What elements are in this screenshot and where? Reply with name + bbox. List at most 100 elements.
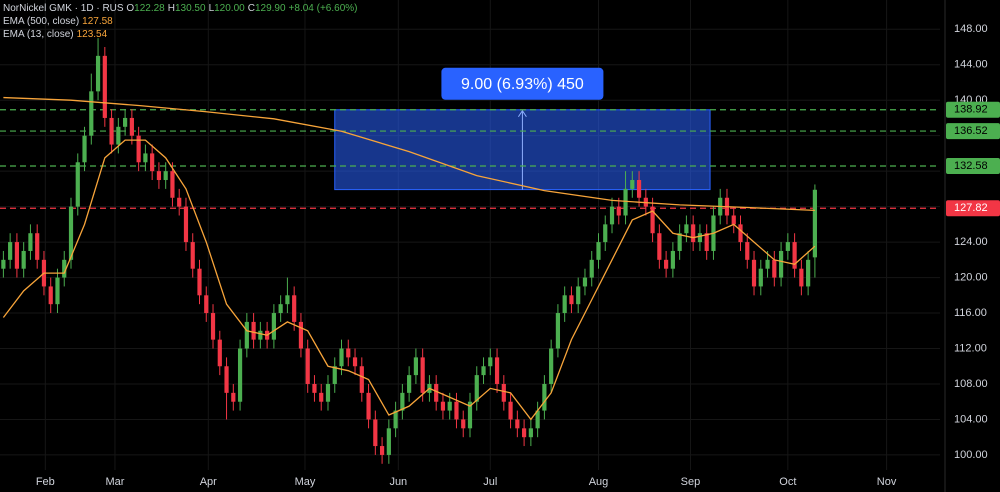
indicator-name: EMA (13, close)	[3, 29, 74, 40]
candle-body	[1, 259, 6, 269]
indicator-name: EMA (500, close)	[3, 16, 80, 27]
candle-body	[636, 180, 642, 198]
candle-body	[420, 357, 425, 393]
candle-body	[332, 366, 337, 384]
candle-body	[116, 126, 121, 145]
candle-body	[785, 242, 790, 251]
price-label: 127.82	[954, 202, 988, 214]
candle-body	[603, 224, 608, 243]
candle-body	[386, 428, 391, 455]
candle-body	[129, 117, 134, 136]
candle-body	[522, 428, 527, 438]
ema-line	[2, 139, 816, 421]
candle-body	[285, 295, 290, 305]
candle-body	[704, 233, 709, 251]
header-key: O	[126, 3, 135, 14]
header-value: 120.00	[214, 3, 245, 14]
header-key: L	[208, 3, 215, 14]
candle-body	[136, 135, 141, 163]
candle-body	[434, 383, 439, 402]
candle-body	[177, 197, 182, 207]
header-key: C	[247, 3, 255, 14]
candle-body	[183, 206, 189, 243]
candle-body	[562, 295, 567, 314]
candle-body	[664, 259, 669, 269]
x-tick-label: Oct	[779, 476, 796, 488]
header-values: O122.28 H130.50 L120.00 C129.90 +8.04 (+6.60…	[126, 3, 360, 14]
y-tick-label: 116.00	[954, 307, 987, 319]
candle-body	[14, 242, 20, 269]
candle-body	[508, 401, 513, 420]
candle-body	[454, 401, 459, 420]
candle-body	[650, 206, 655, 234]
candle-body	[95, 55, 101, 92]
candle-body	[258, 330, 263, 340]
candle-body	[28, 233, 33, 251]
candle-body	[697, 233, 703, 243]
candle-body	[319, 392, 324, 402]
candle-body	[569, 295, 574, 305]
candle-body	[163, 171, 168, 181]
candle-body	[366, 392, 371, 420]
candle-body	[305, 348, 310, 384]
candle-body	[400, 392, 405, 411]
indicator-row: EMA (500, close) 127.58	[3, 15, 360, 28]
candle-body	[413, 357, 418, 376]
candle-body	[150, 153, 155, 172]
y-tick-label: 124.00	[954, 236, 988, 248]
candle-body	[684, 224, 689, 234]
candle-body	[75, 162, 80, 207]
x-tick-label: Nov	[877, 476, 897, 488]
candle-body	[21, 250, 26, 269]
candle-body	[244, 321, 249, 349]
candle-body	[806, 259, 811, 287]
candle-body	[359, 366, 364, 393]
candle-body	[542, 383, 547, 411]
candle-body	[589, 259, 594, 278]
price-label-box	[946, 200, 1000, 217]
candle-body	[670, 250, 675, 269]
candle-body	[346, 348, 351, 358]
candle-body	[447, 401, 452, 411]
candle-body	[630, 180, 635, 189]
candle-body	[528, 428, 533, 438]
candle-body	[217, 339, 222, 367]
candle-body	[772, 259, 777, 278]
candle-body	[474, 375, 479, 402]
candle-body	[488, 357, 493, 367]
candle-body	[325, 383, 331, 402]
candle-body	[812, 189, 817, 258]
candle-body	[765, 259, 770, 269]
candle-body	[8, 242, 13, 260]
candle-body	[89, 91, 94, 136]
y-tick-label: 144.00	[954, 59, 988, 71]
candle-body	[616, 206, 621, 216]
candle-body	[501, 383, 506, 402]
candle-body	[109, 117, 114, 145]
candle-body	[55, 277, 60, 305]
candle-body	[48, 286, 53, 305]
candle-body	[373, 419, 378, 447]
candle-body	[278, 304, 283, 314]
candle-body	[35, 233, 40, 260]
candle-body	[156, 171, 162, 181]
x-tick-label: Aug	[589, 476, 609, 488]
candle-body	[298, 321, 304, 349]
candle-body	[62, 259, 67, 278]
x-tick-label: Jun	[389, 476, 407, 488]
price-label: 132.58	[954, 160, 988, 172]
measure-label-box	[441, 67, 604, 100]
candle-body	[515, 419, 520, 429]
y-tick-label: 108.00	[954, 378, 988, 390]
x-tick-label: May	[295, 476, 316, 488]
candle-body	[494, 357, 500, 384]
candle-body	[731, 215, 736, 225]
candle-body	[738, 224, 743, 243]
candle-body	[596, 242, 601, 260]
candle-body	[576, 286, 581, 305]
candle-body	[677, 233, 682, 251]
candle-body	[379, 446, 385, 455]
legend: NorNickel GMK · 1D · RUS O122.28 H130.50 L…	[3, 2, 360, 41]
